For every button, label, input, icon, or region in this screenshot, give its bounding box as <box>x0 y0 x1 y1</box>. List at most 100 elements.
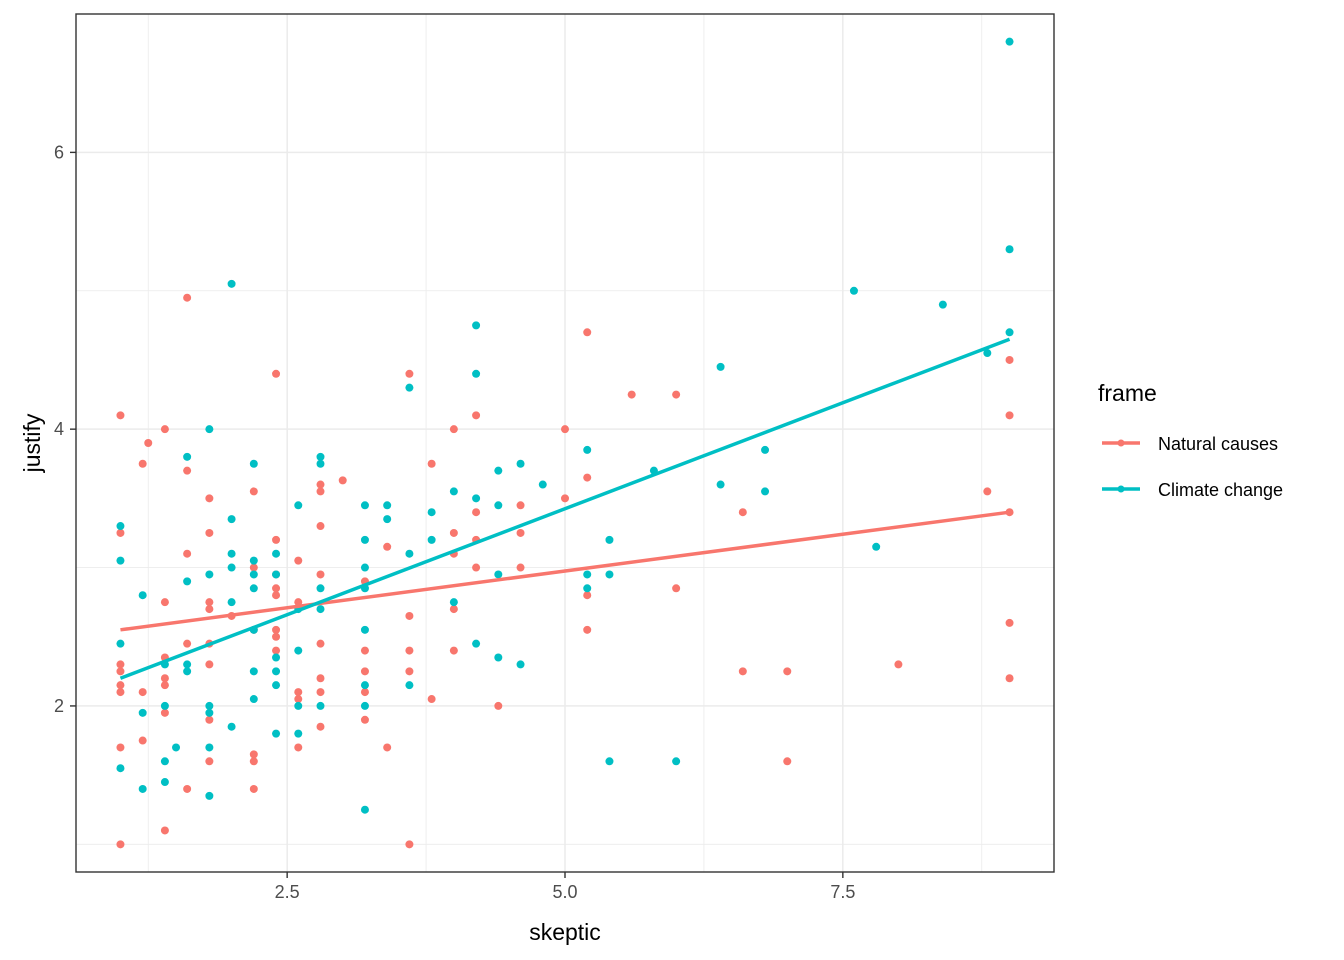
point-climate-change <box>360 681 369 690</box>
point-climate-change <box>316 452 325 461</box>
point-natural-causes <box>738 508 747 517</box>
point-natural-causes <box>294 743 303 752</box>
point-natural-causes <box>316 688 325 697</box>
point-climate-change <box>472 639 481 648</box>
point-climate-change <box>116 764 125 773</box>
point-climate-change <box>205 708 214 717</box>
y-tick-label: 2 <box>54 696 64 716</box>
legend-label-climate-change: Climate change <box>1158 480 1283 500</box>
point-climate-change <box>427 535 436 544</box>
point-natural-causes <box>983 487 992 496</box>
point-climate-change <box>227 722 236 731</box>
point-climate-change <box>249 570 258 579</box>
trend-line-natural-causes <box>120 510 1010 632</box>
point-natural-causes <box>405 646 414 655</box>
point-natural-causes <box>205 605 214 614</box>
point-natural-causes <box>316 522 325 531</box>
point-climate-change <box>472 321 481 330</box>
point-natural-causes <box>116 411 125 420</box>
y-axis: 2 4 6 <box>54 142 76 716</box>
point-climate-change <box>583 584 592 593</box>
point-natural-causes <box>316 487 325 496</box>
point-climate-change <box>316 459 325 468</box>
point-climate-change <box>227 515 236 524</box>
point-natural-causes <box>183 293 192 302</box>
y-tick-label: 4 <box>54 419 64 439</box>
point-climate-change <box>383 515 392 524</box>
legend: frame Natural causes Climate change <box>1098 380 1283 500</box>
point-climate-change <box>872 542 881 551</box>
point-climate-change <box>583 570 592 579</box>
point-natural-causes <box>316 639 325 648</box>
point-natural-causes <box>144 439 153 447</box>
point-natural-causes <box>449 528 458 537</box>
point-natural-causes <box>516 528 525 537</box>
point-natural-causes <box>116 681 125 690</box>
point-natural-causes <box>272 584 281 593</box>
point-climate-change <box>494 466 503 475</box>
point-natural-causes <box>294 688 303 697</box>
point-natural-causes <box>183 466 192 475</box>
point-climate-change <box>360 501 369 510</box>
point-natural-causes <box>1005 411 1014 420</box>
point-climate-change <box>249 584 258 593</box>
point-climate-change <box>938 300 947 309</box>
point-natural-causes <box>205 660 214 669</box>
point-natural-causes <box>1005 674 1014 683</box>
point-natural-causes <box>383 743 392 752</box>
point-natural-causes <box>160 674 169 683</box>
trend-line-climate-change <box>119 337 1011 680</box>
point-natural-causes <box>627 390 636 399</box>
point-climate-change <box>294 501 303 510</box>
point-climate-change <box>249 556 258 565</box>
point-natural-causes <box>183 639 192 648</box>
point-climate-change <box>227 563 236 572</box>
point-climate-change <box>205 701 214 710</box>
legend-title: frame <box>1098 380 1157 406</box>
point-natural-causes <box>316 480 325 489</box>
point-natural-causes <box>894 660 903 669</box>
point-natural-causes <box>405 667 414 676</box>
point-natural-causes <box>449 646 458 655</box>
point-natural-causes <box>561 494 569 503</box>
point-natural-causes <box>116 688 125 697</box>
point-natural-causes <box>449 425 458 434</box>
point-climate-change <box>716 480 725 489</box>
point-climate-change <box>494 501 503 510</box>
point-natural-causes <box>405 369 414 378</box>
point-natural-causes <box>116 667 125 676</box>
point-climate-change <box>360 701 369 710</box>
y-tick-label: 6 <box>54 142 64 162</box>
point-climate-change <box>316 701 325 710</box>
point-natural-causes <box>272 591 281 600</box>
point-climate-change <box>360 625 369 634</box>
point-natural-causes <box>138 688 147 697</box>
point-climate-change <box>405 549 414 558</box>
point-natural-causes <box>160 681 169 690</box>
point-climate-change <box>383 501 392 510</box>
point-natural-causes <box>783 667 792 676</box>
point-climate-change <box>472 369 481 378</box>
point-climate-change <box>160 778 169 787</box>
x-tick-label: 5.0 <box>552 882 577 902</box>
point-natural-causes <box>116 840 125 849</box>
major-gridlines <box>76 14 1054 872</box>
point-climate-change <box>116 556 125 565</box>
point-natural-causes <box>249 487 258 496</box>
point-climate-change <box>183 667 192 676</box>
point-natural-causes <box>138 736 147 745</box>
point-natural-causes <box>116 743 125 752</box>
point-climate-change <box>672 757 681 766</box>
point-natural-causes <box>583 625 592 634</box>
point-climate-change <box>183 577 192 586</box>
point-natural-causes <box>316 674 325 683</box>
point-climate-change <box>160 757 169 766</box>
point-natural-causes <box>272 646 281 655</box>
point-climate-change <box>205 570 214 579</box>
point-natural-causes <box>272 369 281 378</box>
point-natural-causes <box>583 328 592 337</box>
point-climate-change <box>1005 328 1014 337</box>
point-natural-causes <box>205 528 214 537</box>
point-climate-change <box>138 591 147 600</box>
point-natural-causes <box>1005 618 1014 627</box>
